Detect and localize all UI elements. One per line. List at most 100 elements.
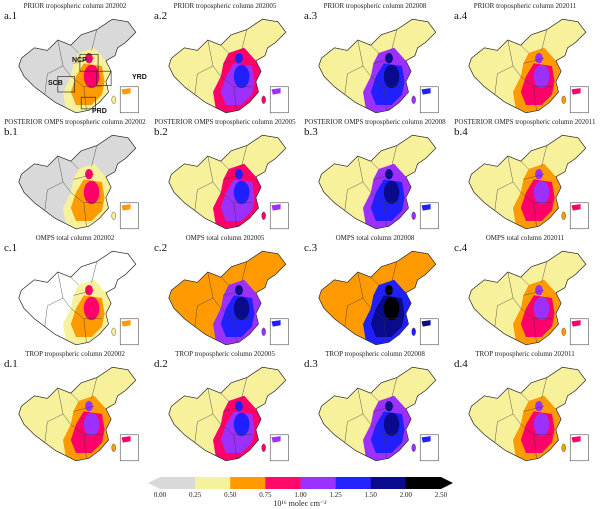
province-borders [494,145,552,227]
province-borders [344,145,402,227]
map-hotspot [533,180,550,205]
taiwan [261,95,266,104]
china-map [318,18,439,114]
province-borders [44,377,102,459]
map-hotspot [385,169,393,180]
taiwan [561,443,566,452]
country-border [318,134,437,230]
colorbar-tick: 0.50 [224,491,237,499]
china-map [468,366,589,462]
colorbar-tick: 0.75 [259,491,272,499]
country-border [168,366,287,462]
map-panel-a-3: PRIOR tropospheric column 202008 a.3 [300,2,450,119]
map-hotspot [535,401,543,412]
colorbar-tick: 0.00 [153,491,167,499]
panel-label: c.1 [4,242,18,254]
taiwan [411,95,416,104]
map-panel-b-3: POSTERIOR OMPS tropospheric column 20200… [300,118,450,235]
country-border [468,18,587,114]
map-hotspot [535,285,543,296]
panel-label: a.4 [454,10,468,22]
map-hotspot [383,296,400,321]
country-border [468,250,587,346]
colorbar-unit: 10¹⁶ molec cm⁻² [273,499,327,508]
panel-title: POSTERIOR OMPS tropospheric column 20201… [454,118,596,126]
colorbar [148,477,453,489]
china-map [18,18,139,114]
taiwan [561,327,566,336]
taiwan [261,327,266,336]
taiwan [261,211,266,220]
panel-title: TROP tropospheric column 202002 [25,350,125,358]
taiwan [561,211,566,220]
map-hotspot [85,285,93,296]
province-borders [44,145,102,227]
region-box [79,53,99,72]
panel-label: b.1 [4,126,18,138]
map-panel-a-4: PRIOR tropospheric column 202011 a.4 [450,2,600,119]
inset-coast [121,204,131,211]
panel-title: PRIOR tropospheric column 202005 [173,2,277,10]
map-panel-d-1: TROP tropospheric column 202002 d.1 [0,350,150,467]
colorbar-tick: 2.50 [434,491,448,499]
province-borders [344,261,402,343]
china-map [468,18,589,114]
taiwan [261,443,266,452]
map-hotspot [535,53,543,64]
province-borders [194,29,252,111]
country-border [168,250,287,346]
inset-coast [421,204,431,211]
map-panel-a-2: PRIOR tropospheric column 202005 a.2 [150,2,300,119]
panel-title: OMPS total column 202011 [485,234,565,242]
inset-coast [571,320,581,327]
map-hotspot [383,64,400,89]
panel-title: PRIOR tropospheric column 202002 [23,2,127,10]
china-map [168,250,289,346]
panel-title: OMPS total column 202002 [35,234,115,242]
map-hotspot [233,64,250,89]
map-panel-a-1: PRIOR tropospheric column 202002 a.1 [0,2,150,119]
map-hotspot [385,285,393,296]
province-borders [344,29,402,111]
china-map [18,250,139,346]
china-map [468,134,589,230]
panel-title: POSTERIOR OMPS tropospheric column 20200… [4,118,146,126]
country-border [168,134,287,230]
map-panel-b-1: POSTERIOR OMPS tropospheric column 20200… [0,118,150,235]
taiwan [111,95,116,104]
map-panel-b-4: POSTERIOR OMPS tropospheric column 20201… [450,118,600,235]
panel-title: POSTERIOR OMPS tropospheric column 20200… [304,118,446,126]
panel-label: b.3 [304,126,318,138]
panel-label: b.4 [454,126,468,138]
china-map [168,18,289,114]
country-border [318,366,437,462]
map-hotspot [233,296,250,321]
map-hotspot [85,53,93,64]
china-map [318,134,439,230]
panel-label: c.4 [454,242,468,254]
map-hotspot [83,64,100,89]
inset-coast [121,436,131,443]
china-map [18,366,139,462]
inset-coast [421,320,431,327]
inset-coast [421,88,431,95]
taiwan [411,211,416,220]
panel-label: d.1 [4,358,18,370]
panel-label: b.2 [154,126,168,138]
colorbar-bin [370,477,407,489]
province-borders [194,377,252,459]
map-hotspot [533,296,550,321]
panel-label: d.3 [304,358,318,370]
inset-coast [271,88,281,95]
map-hotspot [235,53,243,64]
panel-label: d.4 [454,358,468,370]
country-border [468,366,587,462]
map-hotspot [535,169,543,180]
map-hotspot [385,53,393,64]
colorbar-tick: 1.00 [294,491,307,499]
inset-coast [271,204,281,211]
province-borders [194,261,252,343]
map-panel-c-1: OMPS total column 202002 c.1 [0,234,150,351]
region-label-prd: PRD [92,108,107,115]
map-hotspot [83,412,100,437]
